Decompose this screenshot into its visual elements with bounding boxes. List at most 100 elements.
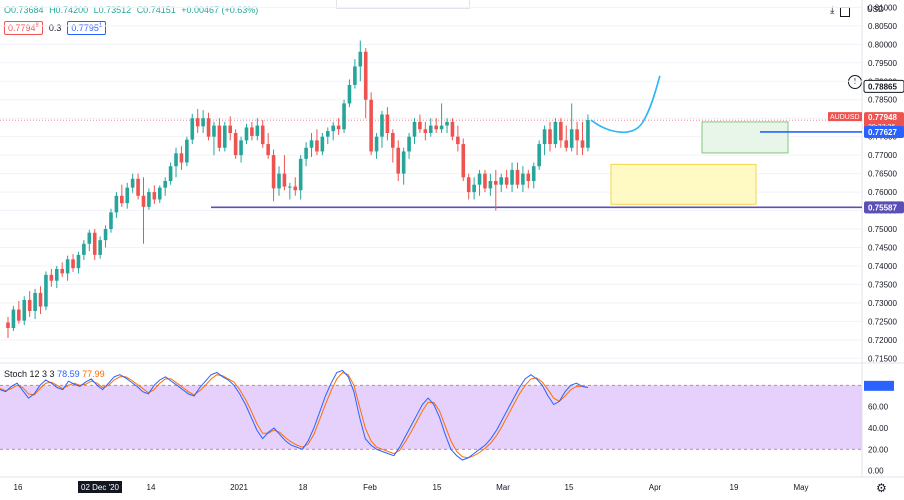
stoch-k-value: 78.59: [57, 369, 80, 379]
high-value: H0.74200: [49, 5, 89, 15]
candle-body: [499, 177, 504, 185]
resistance-price-label: 0.77627: [868, 128, 897, 137]
candle-body: [109, 212, 113, 230]
candle-body: [466, 177, 471, 193]
candle-body: [521, 173, 525, 185]
stoch-d-value: 77.99: [82, 369, 105, 379]
price-tick-label: 0.72000: [868, 336, 897, 345]
stoch-d-line: [0, 371, 588, 459]
candle-body: [353, 66, 357, 85]
candle-body: [358, 51, 363, 67]
candle-body: [179, 153, 184, 163]
stoch-tick-label: 0.00: [868, 467, 884, 476]
candle-body: [163, 181, 167, 188]
candle-body: [87, 232, 92, 244]
candle-body: [266, 144, 270, 156]
buy-button[interactable]: 0.77951: [67, 21, 107, 35]
candle-body: [54, 268, 59, 281]
candle-body: [98, 240, 102, 255]
candle-body: [456, 136, 460, 145]
candle-body: [233, 132, 238, 156]
candle-body: [461, 144, 466, 178]
candle-body: [282, 173, 287, 187]
time-tick-label: 15: [565, 483, 574, 492]
stoch-k-badge-bg: [864, 380, 894, 391]
support-price-label: 0.75587: [868, 203, 897, 212]
candle-body: [342, 103, 346, 130]
candle-body: [103, 229, 108, 241]
candle-body: [60, 268, 64, 274]
price-tick-label: 0.76500: [868, 170, 897, 179]
price-tick-label: 0.75000: [868, 225, 897, 234]
candle-body: [526, 173, 531, 181]
candle-body: [494, 181, 498, 185]
time-tick-label: 15: [433, 483, 442, 492]
symbol-tag-bg: [828, 112, 862, 122]
price-tick-label: 0.80500: [868, 22, 897, 31]
download-icon[interactable]: ⤓: [830, 5, 835, 16]
resistance-price-label-bg: [864, 125, 904, 138]
candle-body: [217, 125, 222, 148]
stoch-title: Stoch 12 3 3: [4, 369, 55, 379]
candle-body: [439, 125, 444, 130]
candle-body: [586, 120, 590, 148]
time-tick-label: Feb: [363, 483, 377, 492]
candle-body: [450, 121, 455, 137]
price-tick-label: 0.73500: [868, 280, 897, 289]
candle-body: [92, 232, 97, 255]
symbol-tab-handle[interactable]: [336, 0, 470, 9]
candle-body: [190, 118, 195, 140]
candle-body: [488, 181, 493, 189]
ohlc-legend: O0.73684 H0.74200 L0.73512 C0.74151 +0.0…: [4, 5, 261, 15]
candle-body: [250, 127, 254, 136]
time-tick-label: 2021: [230, 483, 248, 492]
candle-body: [201, 118, 205, 127]
candle-body: [580, 140, 585, 148]
target-price-label: 0.78865: [868, 82, 897, 91]
candle-body: [391, 132, 395, 148]
selected-time-bg: [78, 481, 122, 493]
gear-icon[interactable]: ⚙: [876, 481, 887, 495]
candle-body: [271, 155, 276, 189]
candle-body: [49, 274, 54, 281]
candle-body: [418, 121, 422, 130]
candle-body: [239, 140, 243, 156]
breakout-box: [701, 121, 789, 154]
candle-body: [542, 129, 547, 145]
time-tick-label: May: [793, 483, 808, 492]
candle-body: [168, 166, 173, 181]
candle-body: [147, 192, 151, 207]
stoch-tick-label: 20.00: [868, 445, 889, 454]
last-price-label: 0.77948: [868, 113, 897, 122]
candle-body: [504, 177, 509, 185]
time-tick-label: Mar: [496, 483, 510, 492]
candle-body: [401, 151, 406, 174]
candle-body: [120, 195, 124, 204]
candle-body: [553, 121, 558, 145]
candle-body: [445, 121, 449, 126]
time-tick-label: 02 Dec '20: [81, 483, 120, 492]
time-tick-label: 19: [730, 483, 739, 492]
candle-body: [157, 187, 162, 200]
time-tick-label: Apr: [649, 483, 662, 492]
price-tick-label: 0.79500: [868, 59, 897, 68]
candle-body: [537, 144, 541, 167]
low-value: L0.73512: [93, 5, 132, 15]
candle-body: [255, 125, 260, 136]
candle-body: [298, 158, 303, 191]
candle-body: [531, 166, 536, 181]
candle-body: [309, 140, 314, 148]
candle-body: [515, 169, 520, 185]
stoch-legend: Stoch 12 3 3 78.59 77.99: [4, 369, 105, 379]
candle-body: [434, 125, 438, 130]
candle-body: [185, 139, 189, 163]
target-price-label-bg: [863, 79, 904, 93]
consolidation-box: [610, 163, 757, 205]
price-tick-label: 0.71500: [868, 354, 897, 363]
candle-body: [428, 125, 433, 133]
candle-body: [260, 125, 265, 145]
candle-body: [136, 178, 140, 196]
candle-body: [130, 178, 135, 188]
candle-body: [483, 173, 487, 189]
